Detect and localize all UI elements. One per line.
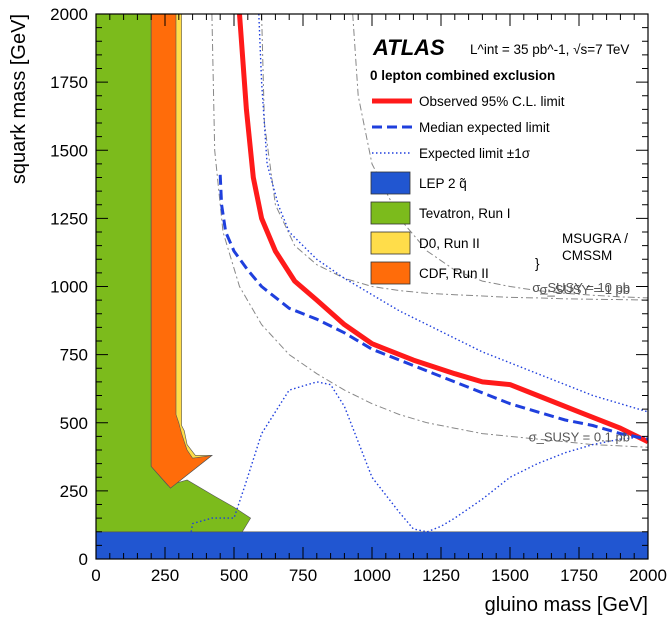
legend-label: Observed 95% C.L. limit — [419, 94, 565, 109]
legend-swatch — [370, 171, 411, 195]
legend-swatch — [370, 261, 411, 285]
series-expected-limit-1 — [258, 14, 648, 413]
y-tick-label: 2000 — [50, 5, 88, 24]
x-tick-label: 1000 — [353, 566, 391, 585]
region-cdf-run-ii — [150, 14, 213, 489]
bracket-symbol: } — [535, 256, 540, 271]
experiment-label: ATLAS — [372, 35, 445, 60]
limit-curves — [190, 14, 648, 533]
legend-label: D0, Run II — [419, 236, 480, 251]
contour-label: σ_SUSY = 0.1 pb — [529, 429, 630, 444]
legend-title: 0 lepton combined exclusion — [370, 68, 555, 83]
y-axis: 0 250 500 750 1000 1250 1500 1750 2000 — [50, 5, 648, 569]
contour-susy-1-pb — [261, 14, 648, 301]
y-tick-label: 1750 — [50, 73, 88, 92]
x-axis: 0 250 500 750 1000 1250 1500 1750 2000 — [91, 14, 667, 585]
x-tick-label: 500 — [220, 566, 248, 585]
y-tick-label: 1000 — [50, 278, 88, 297]
bracket-label-line1: MSUGRA / — [562, 231, 628, 246]
legend-swatch — [370, 231, 411, 255]
contour-label: σ_SUSY = 1 pb — [539, 282, 630, 297]
x-axis-title: gluino mass [GeV] — [485, 594, 648, 616]
x-tick-label: 1750 — [560, 566, 598, 585]
y-tick-label: 500 — [60, 414, 88, 433]
x-tick-label: 2000 — [629, 566, 667, 585]
x-tick-label: 0 — [91, 566, 100, 585]
cross-section-contours — [211, 14, 648, 448]
y-tick-label: 1500 — [50, 141, 88, 160]
series-median-expected-limit — [218, 174, 648, 441]
x-tick-label: 1250 — [422, 566, 460, 585]
y-tick-label: 250 — [60, 482, 88, 501]
contour-labels: σ_SUSY = 0.1 pb σ_SUSY = 1 pbσ_SUSY = 10 … — [529, 280, 630, 444]
luminosity-label: L^int = 35 pb^-1, √s=7 TeV — [470, 42, 629, 57]
region-tevatron-run-i — [96, 14, 252, 533]
y-tick-label: 1250 — [50, 209, 88, 228]
legend-label: LEP 2 q̃ — [419, 176, 467, 191]
legend-label: Expected limit ±1σ — [419, 146, 531, 161]
x-tick-label: 1500 — [491, 566, 529, 585]
x-tick-label: 250 — [151, 566, 179, 585]
legend: Observed 95% C.L. limit Median expected l… — [370, 94, 565, 285]
x-tick-label: 750 — [289, 566, 317, 585]
legend-label: Median expected limit — [419, 120, 550, 135]
bracket-label-line2: CMSSM — [562, 248, 612, 263]
y-axis-title: squark mass [GeV] — [8, 14, 30, 184]
y-tick-label: 750 — [60, 346, 88, 365]
series-observed-95-c-l-limit — [237, 14, 648, 445]
legend-label: Tevatron, Run I — [419, 206, 511, 221]
legend-label: CDF, Run II — [419, 266, 489, 281]
contour-susy-10-pb — [352, 14, 648, 299]
contour-label: σ_SUSY = 10 pb — [532, 280, 630, 295]
contour-susy-0-1-pb — [211, 14, 648, 448]
legend-swatch — [370, 201, 411, 225]
y-tick-label: 0 — [79, 550, 88, 569]
